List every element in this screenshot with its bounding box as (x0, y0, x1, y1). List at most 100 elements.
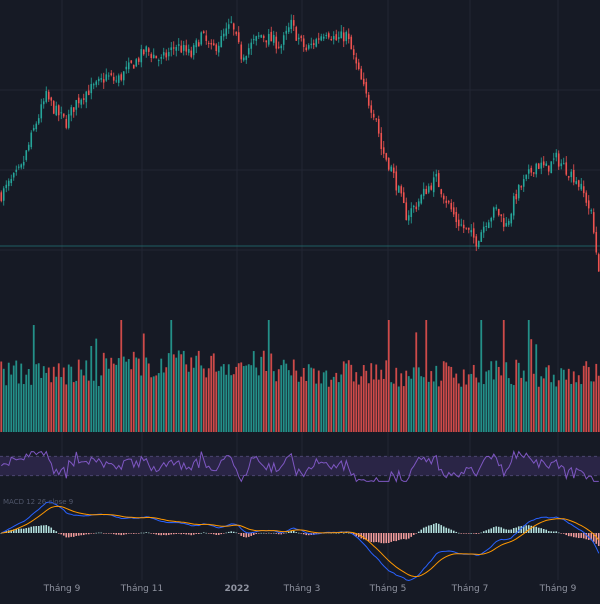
macd-histogram-bar (585, 533, 588, 540)
candle-body (535, 163, 538, 175)
candle-body (305, 47, 308, 51)
volume-bar (85, 360, 88, 432)
candle-body (380, 132, 383, 150)
volume-bar (82, 375, 85, 432)
macd-histogram-bar (60, 533, 63, 535)
macd-histogram-bar (552, 531, 555, 533)
candle-body (40, 104, 43, 119)
candle-body (570, 171, 573, 178)
volume-bar (282, 359, 285, 432)
candle-body (287, 27, 290, 32)
candle-body (215, 44, 218, 52)
candle-body (195, 40, 198, 48)
x-axis: Tháng 9 Tháng 11 2022 Tháng 3 Tháng 5 Tháng 7… (43, 584, 577, 594)
volume-bar (520, 377, 523, 432)
candle-body (317, 38, 320, 40)
candle-body (257, 35, 260, 37)
candle-body (177, 44, 180, 46)
candle-body (230, 21, 233, 23)
macd-histogram-bar (572, 533, 575, 538)
candle-body (595, 232, 598, 253)
volume-bar (267, 320, 270, 432)
candle-body (372, 113, 375, 118)
candle-body (490, 217, 493, 222)
volume-bar (382, 378, 385, 432)
volume-bar (400, 373, 403, 432)
macd-histogram-bar (217, 533, 220, 535)
candle-body (270, 31, 273, 42)
macd-histogram-bar (472, 533, 475, 534)
candle-body (407, 215, 410, 221)
volume-bar (375, 364, 378, 432)
volume-bar (90, 345, 93, 432)
candle-body (232, 23, 235, 30)
macd-histogram-bar (90, 533, 93, 534)
macd-histogram-bar (577, 533, 580, 539)
macd-histogram-bar (170, 533, 173, 535)
volume-bar (572, 371, 575, 432)
macd-histogram-bar (382, 533, 385, 544)
candle-body (340, 31, 343, 39)
volume-bar (277, 369, 280, 432)
volume-bar (560, 368, 563, 432)
volume-bar (562, 369, 565, 432)
candle-body (237, 32, 240, 43)
volume-bar (470, 373, 473, 432)
macd-histogram-bar (297, 532, 300, 534)
macd-histogram-bar (505, 529, 508, 533)
candle-body (42, 101, 45, 105)
candle-body (55, 105, 58, 116)
candle-body (430, 185, 433, 190)
candle-body (292, 20, 295, 26)
volume-bar (425, 320, 428, 432)
macd-histogram-bar (372, 533, 375, 543)
volume-bar (342, 361, 345, 432)
volume-bar (122, 356, 125, 432)
volume-bar (367, 383, 370, 432)
candle-body (455, 211, 458, 223)
volume-bar (232, 374, 235, 432)
volume-bar (170, 320, 173, 432)
macd-histogram-bar (545, 529, 548, 533)
volume-bar (460, 386, 463, 432)
candle-body (512, 196, 515, 216)
macd-histogram-bar (75, 533, 78, 536)
macd-histogram-bar (82, 533, 85, 536)
volume-bar (590, 381, 593, 432)
macd-histogram-bar (275, 533, 278, 534)
volume-bar (27, 369, 30, 432)
candle-body (345, 32, 348, 42)
macd-histogram-bar (150, 533, 153, 534)
candle-body (572, 169, 575, 183)
macd-histogram-bar (50, 527, 53, 533)
candle-body (7, 180, 10, 187)
volume-bar (475, 377, 478, 432)
candle-body (87, 90, 90, 95)
macd-histogram-bar (362, 533, 365, 540)
candle-body (575, 181, 578, 184)
candle-body (525, 174, 528, 179)
macd-histogram-bar (35, 526, 38, 533)
volume-bar (420, 376, 423, 432)
macd-histogram-bar (157, 533, 160, 536)
volume-bar (40, 377, 43, 432)
volume-bar (0, 361, 3, 432)
macd-histogram-bar (290, 530, 293, 533)
volume-bar (15, 360, 18, 432)
volume-bar (142, 333, 145, 432)
macd-histogram-bar (475, 533, 478, 534)
macd-histogram-bar (227, 531, 230, 533)
macd-histogram-bar (47, 526, 50, 533)
volume-bar (417, 367, 420, 432)
volume-bar (292, 359, 295, 432)
candle-body (590, 210, 593, 212)
macd-histogram-bar (117, 533, 120, 535)
candle-body (365, 82, 368, 94)
macd-histogram-bar (302, 533, 305, 535)
volume-bar (162, 372, 165, 432)
macd-histogram-bar (107, 533, 110, 534)
candle-body (252, 39, 255, 41)
candles (0, 14, 600, 272)
